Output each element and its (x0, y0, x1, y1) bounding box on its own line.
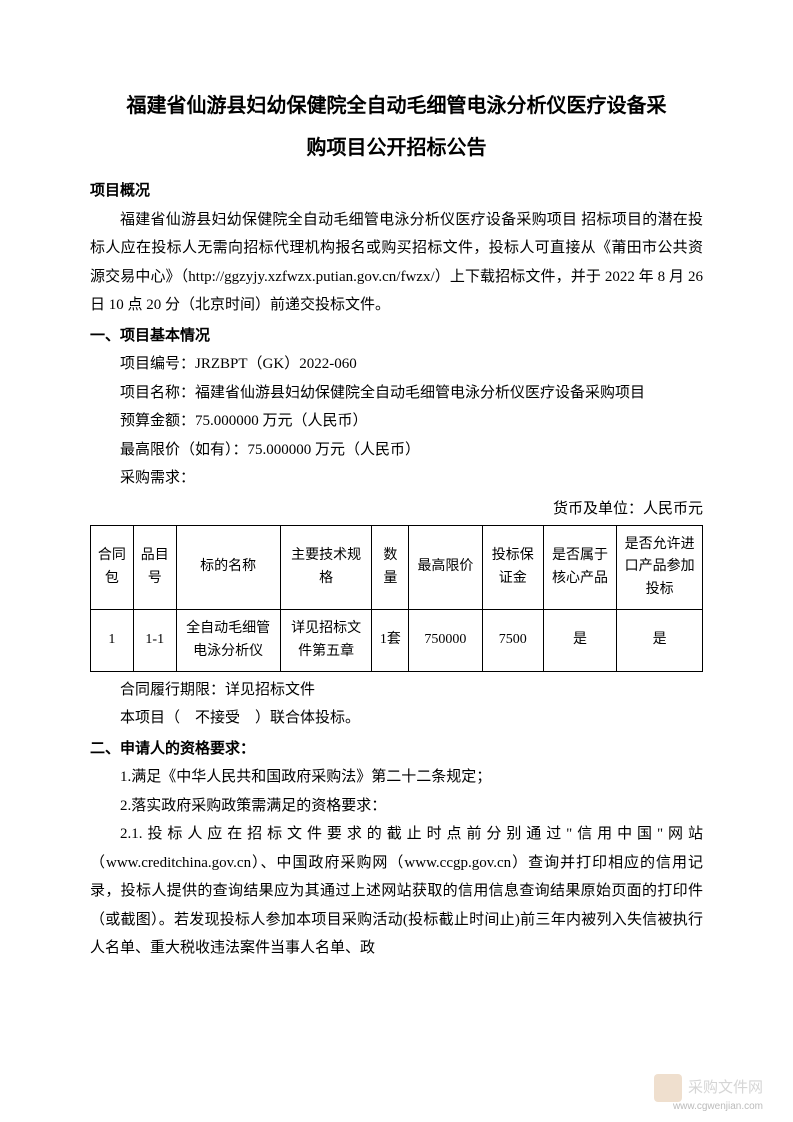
th-core-product: 是否属于核心产品 (543, 526, 616, 610)
section1-heading: 一、项目基本情况 (90, 322, 703, 351)
project-number-row: 项目编号：JRZBPT（GK）2022-060 (90, 350, 703, 379)
td-quantity: 1套 (372, 610, 409, 672)
th-tech-spec: 主要技术规格 (280, 526, 372, 610)
max-price-label: 最高限价（如有）： (120, 442, 248, 458)
table-header-row: 合同包 品目号 标的名称 主要技术规格 数量 最高限价 投标保证金 是否属于核心… (91, 526, 703, 610)
th-max-price: 最高限价 (409, 526, 482, 610)
overview-paragraph: 福建省仙游县妇幼保健院全自动毛细管电泳分析仪医疗设备采购项目 招标项目的潜在投标… (90, 206, 703, 320)
th-import-allowed: 是否允许进口产品参加投标 (617, 526, 703, 610)
project-number-value: JRZBPT（GK）2022-060 (195, 356, 357, 372)
consortium-note: 本项目（ 不接受 ）联合体投标。 (90, 704, 703, 733)
th-deposit: 投标保证金 (482, 526, 543, 610)
td-subject-name: 全自动毛细管电泳分析仪 (176, 610, 280, 672)
title-line-2: 购项目公开招标公告 (90, 127, 703, 169)
budget-row: 预算金额：75.000000 万元（人民币） (90, 407, 703, 436)
purchase-demand-row: 采购需求： (90, 464, 703, 493)
project-name-label: 项目名称： (120, 385, 195, 401)
project-number-label: 项目编号： (120, 356, 195, 372)
td-tech-spec: 详见招标文件第五章 (280, 610, 372, 672)
procurement-table: 合同包 品目号 标的名称 主要技术规格 数量 最高限价 投标保证金 是否属于核心… (90, 525, 703, 672)
th-item-number: 品目号 (133, 526, 176, 610)
td-item-number: 1-1 (133, 610, 176, 672)
max-price-row: 最高限价（如有）：75.000000 万元（人民币） (90, 436, 703, 465)
td-max-price: 750000 (409, 610, 482, 672)
td-deposit: 7500 (482, 610, 543, 672)
requirement-1: 1.满足《中华人民共和国政府采购法》第二十二条规定； (90, 763, 703, 792)
td-import-allowed: 是 (617, 610, 703, 672)
project-name-value: 福建省仙游县妇幼保健院全自动毛细管电泳分析仪医疗设备采购项目 (195, 385, 645, 401)
project-name-row: 项目名称：福建省仙游县妇幼保健院全自动毛细管电泳分析仪医疗设备采购项目 (90, 379, 703, 408)
budget-value: 75.000000 万元（人民币） (195, 413, 368, 429)
purchase-demand-label: 采购需求： (120, 470, 195, 486)
title-line-1: 福建省仙游县妇幼保健院全自动毛细管电泳分析仪医疗设备采 (90, 85, 703, 127)
td-contract-package: 1 (91, 610, 134, 672)
max-price-value: 75.000000 万元（人民币） (248, 442, 421, 458)
budget-label: 预算金额： (120, 413, 195, 429)
document-title: 福建省仙游县妇幼保健院全自动毛细管电泳分析仪医疗设备采 购项目公开招标公告 (90, 85, 703, 169)
requirement-2-1: 2.1.投标人应在招标文件要求的截止时点前分别通过"信用中国"网站（www.cr… (90, 820, 703, 963)
contract-period: 合同履行期限：详见招标文件 (90, 676, 703, 705)
currency-note: 货币及单位：人民币元 (90, 495, 703, 524)
td-core-product: 是 (543, 610, 616, 672)
th-contract-package: 合同包 (91, 526, 134, 610)
section2-heading: 二、申请人的资格要求： (90, 735, 703, 764)
th-quantity: 数量 (372, 526, 409, 610)
th-subject-name: 标的名称 (176, 526, 280, 610)
watermark-url: www.cgwenjian.com (673, 1097, 763, 1116)
requirement-2: 2.落实政府采购政策需满足的资格要求： (90, 792, 703, 821)
overview-heading: 项目概况 (90, 177, 703, 206)
table-row: 1 1-1 全自动毛细管电泳分析仪 详见招标文件第五章 1套 750000 75… (91, 610, 703, 672)
